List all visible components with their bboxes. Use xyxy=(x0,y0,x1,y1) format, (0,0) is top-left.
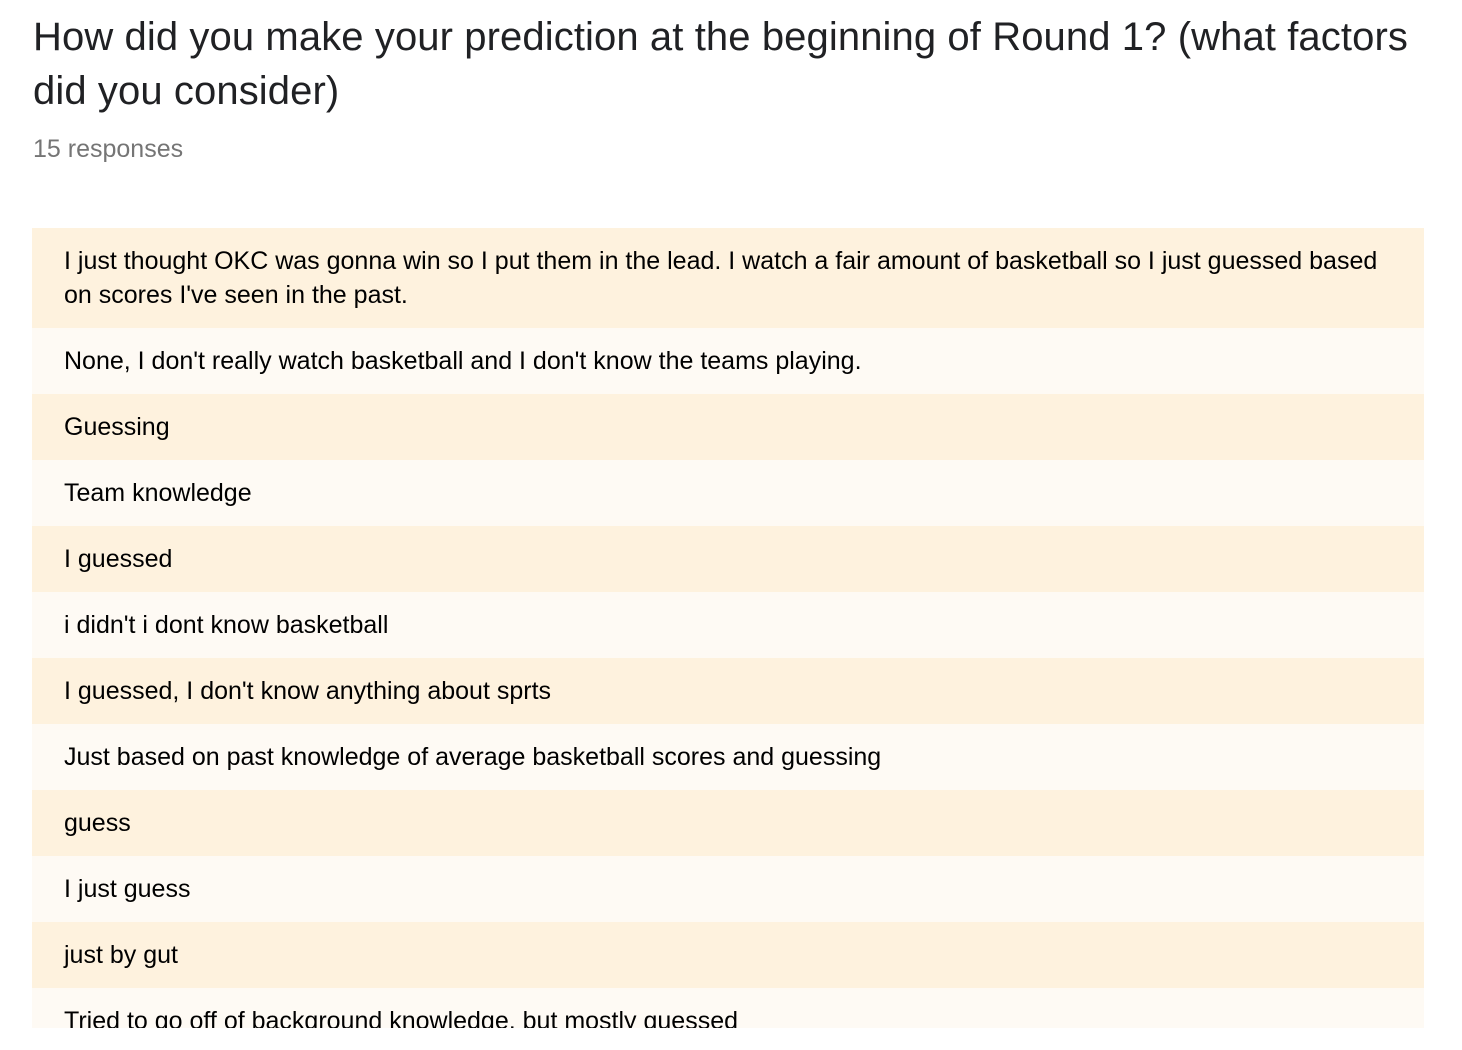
response-item: guess xyxy=(32,790,1424,856)
response-item: None, I don't really watch basketball an… xyxy=(32,328,1424,394)
question-title: How did you make your prediction at the … xyxy=(33,15,1408,113)
response-item: I guessed, I don't know anything about s… xyxy=(32,658,1424,724)
response-item: Team knowledge xyxy=(32,460,1424,526)
response-item: I just thought OKC was gonna win so I pu… xyxy=(32,228,1424,328)
responses-list: I just thought OKC was gonna win so I pu… xyxy=(32,228,1424,1028)
response-item: Tried to go off of background knowledge,… xyxy=(32,988,1424,1028)
response-item: i didn't i dont know basketball xyxy=(32,592,1424,658)
response-item: Guessing xyxy=(32,394,1424,460)
response-item: I guessed xyxy=(32,526,1424,592)
response-item: just by gut xyxy=(32,922,1424,988)
responses-scroll-area[interactable]: I just thought OKC was gonna win so I pu… xyxy=(32,228,1424,1028)
response-item: I just guess xyxy=(32,856,1424,922)
response-count: 15 responses xyxy=(33,135,184,163)
response-item: Just based on past knowledge of average … xyxy=(32,724,1424,790)
